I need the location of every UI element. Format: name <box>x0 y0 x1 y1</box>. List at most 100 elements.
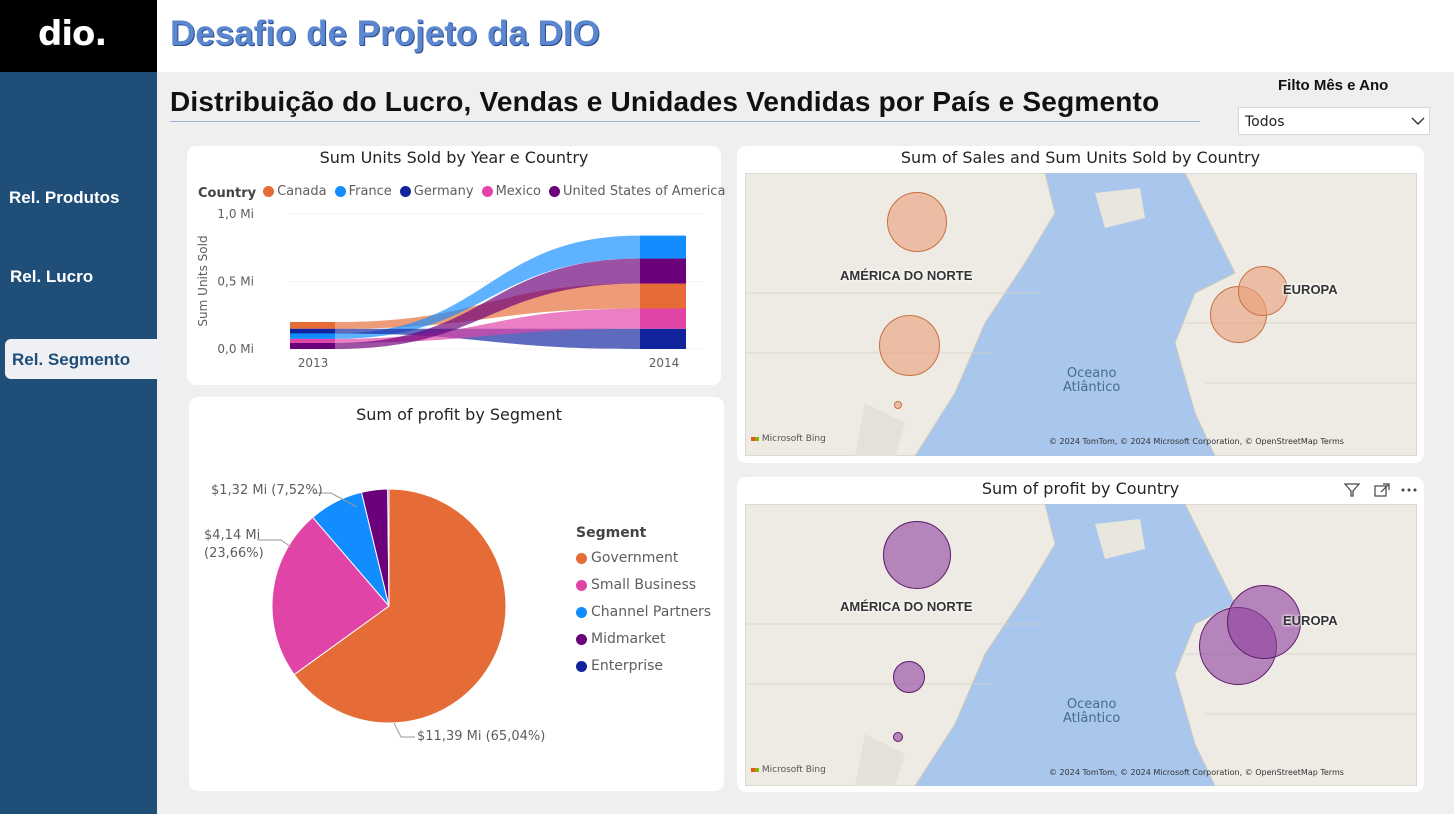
header <box>157 0 1454 72</box>
legend-marker <box>399 186 411 197</box>
map-attribution[interactable]: © 2024 TomTom, © 2024 Microsoft Corporat… <box>1049 768 1344 777</box>
bubble-germany[interactable] <box>1238 266 1288 316</box>
legend-label: United States of America <box>562 184 726 199</box>
chart-title: Sum Units Sold by Year e Country <box>319 148 589 167</box>
x-tick-label: 2013 <box>298 356 329 370</box>
ribbon-chart-card[interactable]: Sum Units Sold by Year e Country Country… <box>187 146 725 385</box>
bar-2013-canada[interactable] <box>290 322 335 329</box>
ribbon-mexico[interactable] <box>335 308 640 343</box>
map-title: Sum of Sales and Sum Units Sold by Count… <box>900 148 1261 167</box>
focus-mode-icon[interactable] <box>1374 483 1390 497</box>
data-label-channel-partners: $1,32 Mi (7,52%) <box>211 483 323 498</box>
legend-item[interactable]: France <box>334 184 392 199</box>
legend-item[interactable]: Germany <box>399 184 474 199</box>
legend-title: Country <box>198 186 257 201</box>
chart-title: Sum of profit by Segment <box>356 405 562 424</box>
legend-label: Enterprise <box>591 658 664 674</box>
sales-map-card[interactable]: Sum of Sales and Sum Units Sold by Count… <box>737 146 1424 463</box>
app-title: Desafio de Projeto da DIO <box>170 14 600 53</box>
pie-legend: Government Small Business Channel Partners… <box>576 550 711 685</box>
bubble-germany[interactable] <box>1227 585 1301 659</box>
label-europe: EUROPA <box>1283 282 1338 297</box>
legend-marker <box>576 660 587 672</box>
pie-chart-card[interactable]: Sum of profit by Segment $1,32 Mi (7,52%… <box>189 397 724 791</box>
ribbon-chart: 1,0 Mi 0,5 Mi 0,0 Mi Sum Units Sold 2013 2014 <box>196 207 706 370</box>
label-ocean: Oceano Atlântico <box>1063 366 1121 395</box>
sidebar-item-lucro[interactable]: Rel. Lucro <box>10 267 94 286</box>
page-subtitle: Distribuição do Lucro, Vendas e Unidades… <box>170 86 1160 117</box>
bing-logo: Microsoft Bing <box>751 765 826 775</box>
legend-item[interactable]: Enterprise <box>576 658 711 674</box>
filter-icon[interactable] <box>1344 483 1360 497</box>
bar-2014-united-states-of-america[interactable] <box>640 258 686 284</box>
label-north-america: AMÉRICA DO NORTE <box>840 268 973 283</box>
bubble-mexico[interactable] <box>894 401 902 409</box>
logo-area: dio. <box>0 0 157 72</box>
profit-map[interactable]: AMÉRICA DO NORTE EUROPA Oceano Atlântico … <box>745 504 1417 786</box>
bar-2013-germany[interactable] <box>290 328 335 334</box>
legend-item[interactable]: Small Business <box>576 577 711 593</box>
legend-marker <box>576 579 587 591</box>
legend-marker <box>576 633 587 645</box>
leader-line <box>393 722 415 738</box>
bar-2014-france[interactable] <box>640 235 686 259</box>
bar-2014-canada[interactable] <box>640 283 686 309</box>
ribbon-united-states-of-america[interactable] <box>335 258 640 349</box>
label-europe: EUROPA <box>1283 613 1338 628</box>
label-ocean: Oceano Atlântico <box>1063 697 1121 726</box>
data-label-government: $11,39 Mi (65,04%) <box>417 729 546 744</box>
data-label-small-business-pct: (23,66%) <box>204 546 264 561</box>
bubble-mexico[interactable] <box>893 732 903 742</box>
legend-item[interactable]: Channel Partners <box>576 604 711 620</box>
bar-2013-united-states-of-america[interactable] <box>290 342 335 349</box>
bubble-canada[interactable] <box>883 521 951 589</box>
bubble-canada[interactable] <box>887 192 947 252</box>
bar-2013-mexico[interactable] <box>290 338 335 343</box>
legend-item[interactable]: Government <box>576 550 711 566</box>
pie-slice-enterprise[interactable] <box>387 488 390 607</box>
legend-marker <box>334 186 346 197</box>
data-label-small-business-value: $4,14 Mi <box>204 528 261 543</box>
y-axis-label: Sum Units Sold <box>196 235 210 326</box>
pie-slice-small-business[interactable] <box>271 516 390 676</box>
ribbon-france[interactable] <box>335 235 640 339</box>
bing-logo: Microsoft Bing <box>751 434 826 444</box>
bar-2013-france[interactable] <box>290 333 335 339</box>
sidebar-item-segmento[interactable]: Rel. Segmento <box>5 339 157 379</box>
legend-item[interactable]: Canada <box>263 184 327 199</box>
pie-slice-government[interactable] <box>293 488 507 724</box>
leader-line <box>313 492 358 508</box>
more-options-icon[interactable] <box>1401 487 1417 493</box>
dio-logo: dio. <box>38 14 107 54</box>
legend-item[interactable]: Mexico <box>481 184 541 199</box>
legend-label: Canada <box>277 184 327 199</box>
bar-2014-germany[interactable] <box>640 328 686 349</box>
legend-marker <box>576 552 587 564</box>
legend-label: Small Business <box>591 577 697 593</box>
profit-map-card[interactable]: Sum of profit by Country AMÉRICA DO NORT… <box>737 477 1424 792</box>
legend-marker <box>263 186 275 197</box>
map-background <box>745 504 1417 786</box>
y-tick-label: 1,0 Mi <box>217 207 254 221</box>
sales-map[interactable]: AMÉRICA DO NORTE EUROPA Oceano Atlântico … <box>745 173 1417 456</box>
month-year-filter-dropdown[interactable]: Todos <box>1238 107 1430 135</box>
map-background <box>745 173 1417 456</box>
bar-2014-mexico[interactable] <box>640 308 686 329</box>
bubble-usa[interactable] <box>879 315 940 376</box>
legend-label: Germany <box>413 184 474 199</box>
map-title: Sum of profit by Country <box>981 479 1180 498</box>
sidebar-item-produtos[interactable]: Rel. Produtos <box>9 188 120 207</box>
legend-marker <box>548 186 560 197</box>
map-attribution[interactable]: © 2024 TomTom, © 2024 Microsoft Corporat… <box>1049 437 1344 446</box>
filter-selected-value: Todos <box>1245 114 1285 130</box>
ribbon-germany[interactable] <box>335 328 640 349</box>
pie-chart <box>257 488 507 738</box>
legend-label: Mexico <box>495 184 541 199</box>
legend-item[interactable]: Midmarket <box>576 631 711 647</box>
bubble-usa[interactable] <box>893 661 925 693</box>
legend-marker <box>576 606 587 618</box>
legend-item[interactable]: United States of America <box>548 184 726 199</box>
y-tick-label: 0,0 Mi <box>217 342 254 356</box>
y-tick-label: 0,5 Mi <box>217 275 254 289</box>
legend-label: Government <box>591 550 679 566</box>
